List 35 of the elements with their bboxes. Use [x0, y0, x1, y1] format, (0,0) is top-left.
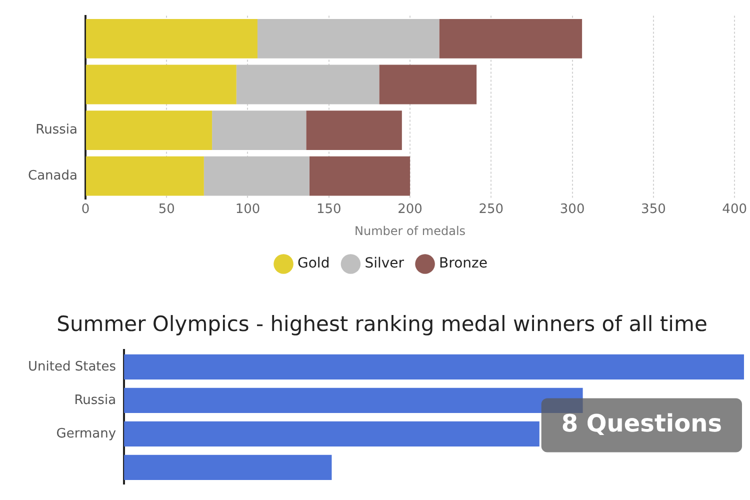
- x-tick-label: 0: [81, 202, 90, 218]
- bar: [86, 110, 212, 150]
- x-tick-label: 150: [316, 202, 342, 218]
- bar: [124, 421, 540, 447]
- y-tick-label: Germany: [56, 426, 116, 442]
- x-tick-label: 350: [641, 202, 666, 218]
- legend-label: Silver: [364, 256, 404, 272]
- bar: [204, 156, 310, 196]
- y-tick-label: Russia: [74, 392, 116, 408]
- y-tick-label: Canada: [28, 168, 78, 184]
- y-tick-label: Russia: [36, 122, 78, 138]
- bar: [379, 64, 477, 104]
- bar: [124, 454, 332, 480]
- x-tick-label: 300: [560, 202, 585, 218]
- bar: [212, 110, 306, 150]
- bar: [306, 110, 402, 150]
- x-axis-title: Number of medals: [354, 224, 466, 238]
- bar: [257, 19, 440, 58]
- bar: [86, 156, 204, 196]
- bar: [124, 354, 744, 380]
- bar: [86, 64, 236, 104]
- x-tick-label: 50: [158, 202, 175, 218]
- legend-label: Bronze: [439, 256, 488, 272]
- y-tick-label: United States: [28, 359, 116, 374]
- bar: [236, 64, 380, 104]
- bar: [439, 19, 582, 58]
- bar: [309, 156, 410, 196]
- x-tick-label: 400: [722, 202, 748, 218]
- annotation: 8 Questions: [561, 409, 722, 438]
- x-tick-label: 200: [398, 202, 422, 218]
- legend-label: Gold: [298, 256, 330, 272]
- x-tick-label: 250: [478, 202, 504, 218]
- bar: [86, 19, 258, 58]
- chart-title: Summer Olympics - highest ranking medal winners of all time: [56, 312, 708, 336]
- x-tick-label: 100: [235, 202, 260, 218]
